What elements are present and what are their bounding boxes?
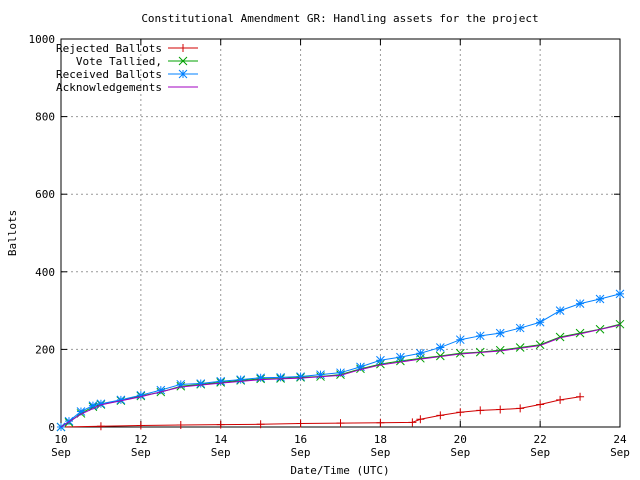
y-axis-label: Ballots — [6, 210, 19, 256]
point-marker — [256, 420, 265, 429]
point-marker — [455, 348, 465, 358]
point-marker — [64, 416, 74, 426]
point-marker — [396, 352, 405, 362]
point-marker — [416, 415, 425, 424]
point-marker — [516, 404, 525, 413]
point-marker — [456, 408, 465, 417]
point-marker — [76, 407, 86, 416]
point-marker — [376, 355, 385, 365]
point-marker — [535, 340, 545, 350]
point-marker — [316, 370, 325, 379]
point-marker — [216, 376, 226, 386]
point-marker — [156, 385, 166, 395]
point-marker — [408, 418, 417, 427]
x-axis-label: Date/Time (UTC) — [290, 464, 389, 477]
legend-marker — [178, 69, 188, 79]
x-tick-label: 18 Sep — [370, 433, 390, 459]
point-marker — [495, 345, 505, 355]
y-tick-label: 800 — [35, 111, 55, 124]
x-tick-label: 24 Sep — [610, 433, 630, 459]
x-tick-label: 10 Sep — [51, 433, 71, 459]
point-marker — [236, 375, 246, 385]
point-marker — [556, 395, 565, 404]
point-marker — [88, 401, 98, 411]
point-marker — [136, 421, 145, 430]
x-tick-label: 20 Sep — [450, 433, 470, 459]
y-tick-label: 600 — [35, 188, 55, 201]
point-marker — [96, 422, 105, 431]
point-marker — [575, 299, 585, 308]
point-marker — [176, 379, 186, 389]
point-marker — [575, 328, 585, 338]
point-marker — [136, 390, 146, 400]
point-marker — [615, 319, 625, 329]
point-marker — [336, 419, 345, 428]
point-marker — [435, 351, 445, 361]
point-marker — [615, 289, 625, 299]
point-marker — [96, 399, 106, 409]
point-marker — [536, 400, 545, 409]
point-marker — [515, 343, 525, 352]
point-marker — [515, 323, 525, 333]
point-marker — [475, 331, 485, 341]
point-marker — [555, 306, 565, 315]
y-tick-label: 400 — [35, 266, 55, 279]
chart-title: Constitutional Amendment GR: Handling as… — [141, 12, 538, 25]
point-marker — [555, 332, 565, 342]
point-marker — [276, 372, 285, 382]
legend-label: Received Ballots — [56, 68, 162, 81]
point-marker — [416, 348, 425, 358]
point-marker — [336, 368, 345, 378]
point-marker — [296, 419, 305, 428]
point-marker — [256, 373, 265, 383]
point-marker — [535, 317, 545, 327]
point-marker — [576, 392, 585, 401]
point-marker — [376, 418, 385, 427]
point-marker — [496, 405, 505, 414]
point-marker — [595, 294, 605, 304]
x-tick-label: 12 Sep — [131, 433, 151, 459]
point-marker — [495, 328, 505, 338]
point-marker — [455, 335, 465, 345]
point-marker — [116, 395, 126, 405]
point-marker — [435, 343, 445, 352]
x-tick-label: 14 Sep — [211, 433, 231, 459]
legend-label: Rejected Ballots — [56, 42, 162, 55]
point-marker — [176, 421, 185, 430]
point-marker — [356, 362, 365, 372]
y-tick-label: 200 — [35, 343, 55, 356]
point-marker — [476, 406, 485, 415]
point-marker — [216, 420, 225, 429]
point-marker — [436, 411, 445, 420]
series-line — [60, 324, 621, 428]
x-tick-label: 16 Sep — [291, 433, 311, 459]
x-tick-label: 22 Sep — [530, 433, 550, 459]
point-marker — [296, 372, 305, 381]
point-marker — [196, 379, 206, 388]
y-tick-label: 0 — [48, 421, 55, 434]
legend-label: Vote Tallied, — [76, 55, 162, 68]
legend-label: Acknowledgements — [56, 81, 162, 94]
legend-marker — [178, 56, 188, 66]
y-tick-label: 1000 — [29, 33, 56, 46]
legend-marker — [179, 44, 187, 52]
